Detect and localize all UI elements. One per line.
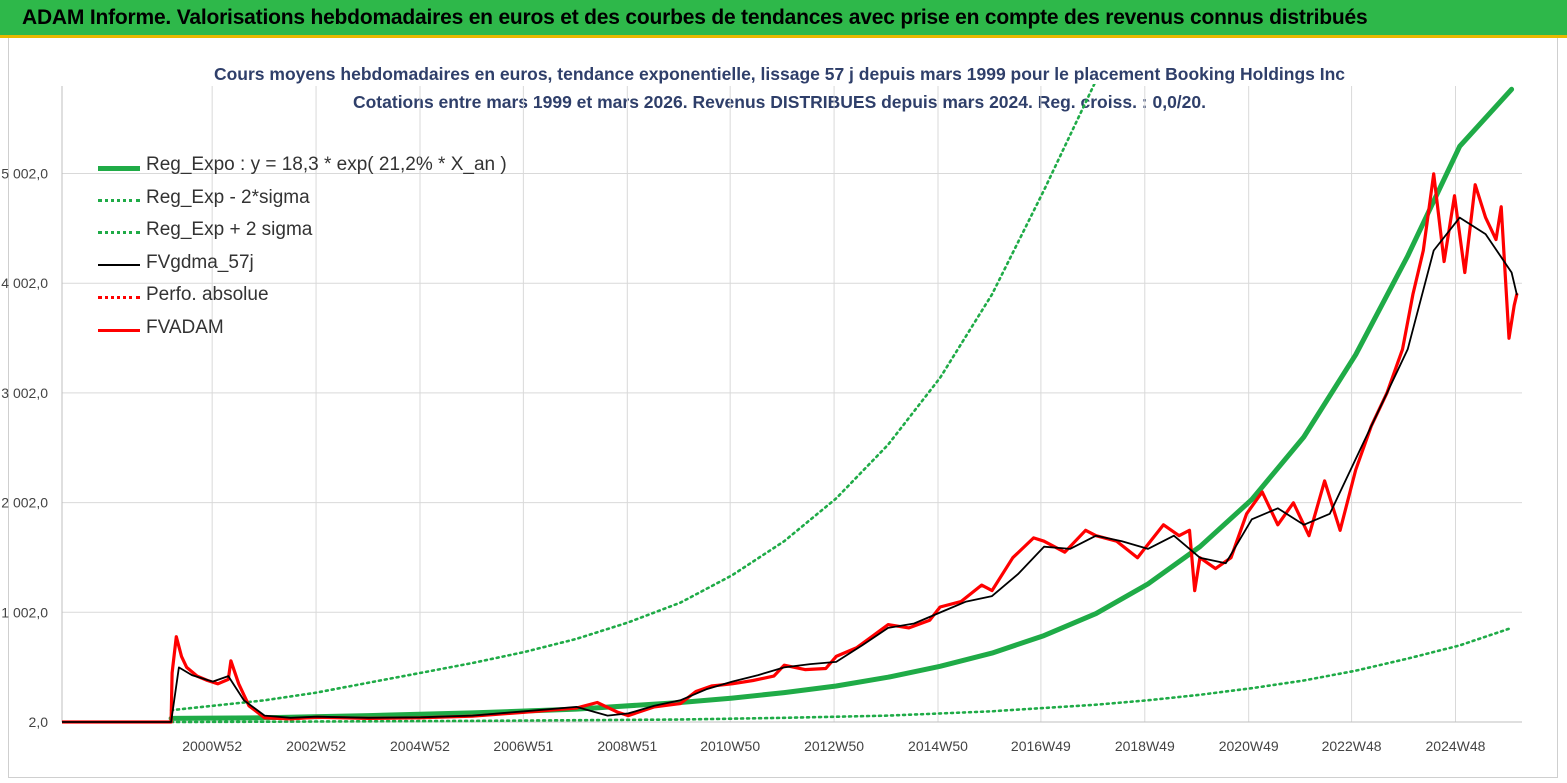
legend-label: FVgdma_57j <box>146 251 254 273</box>
chart-title: Cours moyens hebdomadaires en euros, ten… <box>213 64 1346 84</box>
legend-label: Perfo. absolue <box>146 284 269 305</box>
legend-swatch <box>98 198 140 202</box>
x-tick-label: 2010W50 <box>700 738 760 754</box>
report-title: ADAM Informe. Valorisations hebdomadaire… <box>22 6 1368 29</box>
x-tick-label: 2022W48 <box>1322 738 1382 754</box>
x-tick-label: 2008W51 <box>597 738 657 754</box>
legend-swatch <box>98 231 140 234</box>
x-tick-label: 2012W50 <box>804 738 864 754</box>
y-tick-label: 2,0 <box>29 714 49 730</box>
x-tick-label: 2018W49 <box>1115 738 1175 754</box>
legend-label: Reg_Exp - 2*sigma <box>146 186 310 208</box>
series-line <box>62 172 1519 724</box>
x-tick-label: 2020W49 <box>1219 738 1279 754</box>
x-tick-label: 2024W48 <box>1426 738 1486 754</box>
x-tick-label: 2004W52 <box>390 738 450 754</box>
series-line <box>169 626 1513 724</box>
legend-swatch <box>98 328 140 332</box>
y-tick-label: 1 002,0 <box>1 604 48 620</box>
banner-stripe <box>0 35 1567 38</box>
series-line <box>62 216 1518 723</box>
y-tick-label: 5 002,0 <box>1 166 48 182</box>
legend-swatch <box>98 263 140 266</box>
x-tick-label: 2006W51 <box>493 738 553 754</box>
legend-label: Reg_Expo : y = 18,3 * exp( 21,2% * X_an … <box>146 154 507 175</box>
x-tick-label: 2016W49 <box>1011 738 1071 754</box>
report-banner: ADAM Informe. Valorisations hebdomadaire… <box>0 0 1567 38</box>
legend-swatch <box>98 166 140 171</box>
legend-label: Reg_Exp + 2 sigma <box>146 219 313 240</box>
x-tick-label: 2000W52 <box>182 738 242 754</box>
chart-subtitle: Cotations entre mars 1999 et mars 2026. … <box>352 92 1206 112</box>
legend-label: FVADAM <box>146 316 224 338</box>
x-tick-label: 2002W52 <box>286 738 346 754</box>
series-line <box>168 86 1515 721</box>
y-tick-label: 2 002,0 <box>1 495 48 511</box>
chart-frame <box>8 38 1558 778</box>
y-tick-label: 4 002,0 <box>1 275 48 291</box>
y-tick-label: 3 002,0 <box>1 385 48 401</box>
x-tick-label: 2014W50 <box>908 738 968 754</box>
legend-swatch <box>98 296 140 299</box>
series-line <box>169 84 1096 712</box>
